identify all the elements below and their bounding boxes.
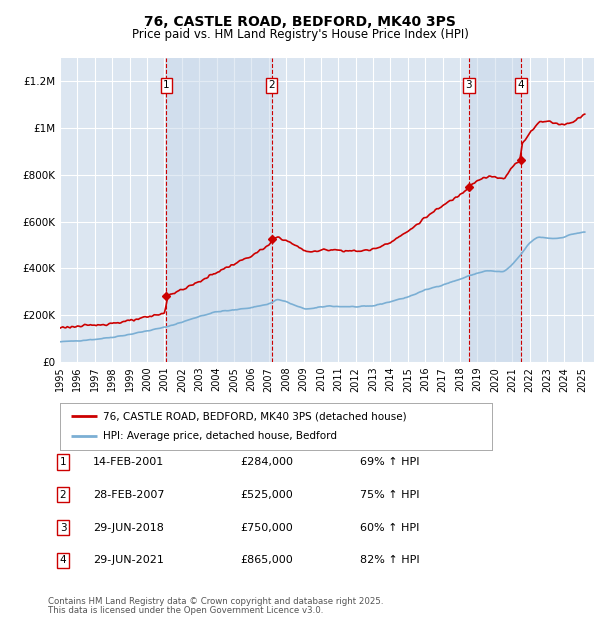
Text: £750,000: £750,000	[240, 523, 293, 533]
Text: 2: 2	[268, 81, 275, 91]
Text: 4: 4	[59, 556, 67, 565]
Text: 3: 3	[59, 523, 67, 533]
Text: Price paid vs. HM Land Registry's House Price Index (HPI): Price paid vs. HM Land Registry's House …	[131, 28, 469, 41]
Text: 1: 1	[163, 81, 170, 91]
Text: 14-FEB-2001: 14-FEB-2001	[93, 457, 164, 467]
Bar	[469, 58, 521, 362]
Text: 3: 3	[465, 81, 472, 91]
Text: 76, CASTLE ROAD, BEDFORD, MK40 3PS (detached house): 76, CASTLE ROAD, BEDFORD, MK40 3PS (deta…	[103, 411, 407, 421]
Bar	[166, 58, 272, 362]
Text: 29-JUN-2021: 29-JUN-2021	[93, 556, 164, 565]
Text: 82% ↑ HPI: 82% ↑ HPI	[360, 556, 419, 565]
Text: 1: 1	[59, 457, 67, 467]
Text: HPI: Average price, detached house, Bedford: HPI: Average price, detached house, Bedf…	[103, 432, 337, 441]
Text: £284,000: £284,000	[240, 457, 293, 467]
Text: Contains HM Land Registry data © Crown copyright and database right 2025.: Contains HM Land Registry data © Crown c…	[48, 597, 383, 606]
Text: 60% ↑ HPI: 60% ↑ HPI	[360, 523, 419, 533]
Text: 2: 2	[59, 490, 67, 500]
Text: This data is licensed under the Open Government Licence v3.0.: This data is licensed under the Open Gov…	[48, 606, 323, 615]
Text: 75% ↑ HPI: 75% ↑ HPI	[360, 490, 419, 500]
Text: 69% ↑ HPI: 69% ↑ HPI	[360, 457, 419, 467]
Text: 4: 4	[517, 81, 524, 91]
Text: £865,000: £865,000	[240, 556, 293, 565]
Text: 76, CASTLE ROAD, BEDFORD, MK40 3PS: 76, CASTLE ROAD, BEDFORD, MK40 3PS	[144, 16, 456, 30]
Text: 28-FEB-2007: 28-FEB-2007	[93, 490, 164, 500]
Text: 29-JUN-2018: 29-JUN-2018	[93, 523, 164, 533]
Text: £525,000: £525,000	[240, 490, 293, 500]
